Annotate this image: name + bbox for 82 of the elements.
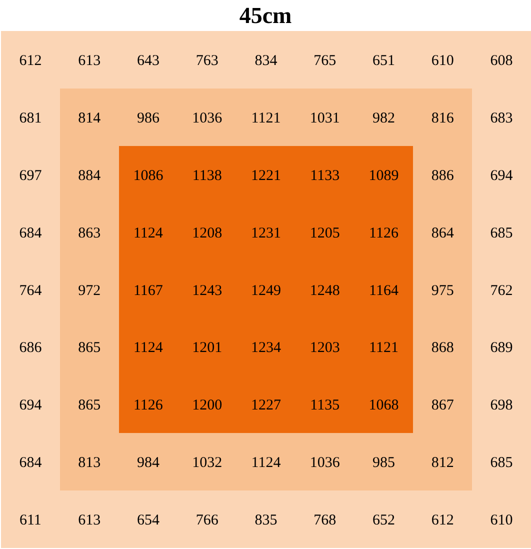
data-label: 984 bbox=[136, 455, 160, 472]
data-label: 812 bbox=[431, 455, 454, 472]
data-label: 867 bbox=[431, 398, 454, 414]
data-label: 1200 bbox=[192, 398, 222, 414]
data-label: 813 bbox=[78, 455, 101, 472]
data-label: 1124 bbox=[133, 340, 164, 356]
data-label: 1234 bbox=[251, 340, 282, 356]
data-label: 651 bbox=[372, 52, 396, 69]
data-label: 1227 bbox=[251, 398, 282, 414]
data-label: 1089 bbox=[368, 168, 399, 184]
data-label: 1126 bbox=[369, 225, 399, 242]
data-label: 652 bbox=[372, 512, 396, 529]
data-label: 1205 bbox=[310, 225, 340, 242]
data-label: 863 bbox=[78, 225, 101, 242]
data-label: 1243 bbox=[192, 282, 222, 299]
data-label: 1126 bbox=[133, 398, 164, 414]
data-label: 814 bbox=[78, 110, 102, 126]
data-label: 1032 bbox=[192, 455, 222, 472]
data-label: 1031 bbox=[310, 110, 340, 126]
data-label: 611 bbox=[19, 512, 42, 529]
data-label: 972 bbox=[78, 282, 101, 299]
data-label: 884 bbox=[78, 168, 102, 184]
data-label: 763 bbox=[196, 52, 218, 69]
data-label: 764 bbox=[19, 282, 42, 299]
data-label: 865 bbox=[78, 398, 101, 414]
data-label: 685 bbox=[490, 455, 513, 472]
data-label: 1231 bbox=[251, 225, 281, 242]
data-label: 1121 bbox=[251, 110, 281, 126]
data-label: 613 bbox=[78, 52, 101, 69]
data-label: 816 bbox=[431, 110, 454, 126]
data-label: 608 bbox=[490, 52, 513, 69]
data-label: 643 bbox=[136, 52, 160, 69]
data-label: 654 bbox=[136, 512, 160, 529]
data-label: 613 bbox=[78, 512, 101, 529]
data-label: 1124 bbox=[251, 455, 282, 472]
data-label: 610 bbox=[490, 512, 513, 529]
data-label: 689 bbox=[490, 340, 513, 356]
data-label: 1068 bbox=[368, 398, 399, 414]
data-label: 698 bbox=[490, 398, 513, 414]
data-label: 610 bbox=[431, 52, 454, 69]
data-label: 612 bbox=[19, 52, 42, 69]
data-label: 1036 bbox=[192, 110, 223, 126]
data-label: 762 bbox=[490, 282, 513, 299]
data-label: 683 bbox=[490, 110, 513, 126]
data-label: 684 bbox=[19, 455, 42, 472]
data-label: 697 bbox=[19, 168, 42, 184]
data-label: 1124 bbox=[133, 225, 164, 242]
data-label: 612 bbox=[431, 512, 454, 529]
data-label: 1248 bbox=[310, 282, 340, 299]
data-label: 834 bbox=[254, 52, 278, 69]
data-label: 765 bbox=[314, 52, 336, 69]
data-label: 985 bbox=[372, 455, 396, 472]
data-label: 982 bbox=[372, 110, 396, 126]
data-label: 1135 bbox=[310, 398, 340, 414]
data-label: 1208 bbox=[192, 225, 222, 242]
data-label: 768 bbox=[314, 512, 336, 529]
data-label: 1086 bbox=[133, 168, 164, 184]
data-label: 766 bbox=[196, 512, 219, 529]
data-label: 686 bbox=[19, 340, 42, 356]
data-label: 694 bbox=[19, 398, 42, 414]
data-label: 1036 bbox=[310, 455, 340, 472]
data-label: 1121 bbox=[369, 340, 399, 356]
data-label: 864 bbox=[431, 225, 454, 242]
data-label: 886 bbox=[431, 168, 454, 184]
data-label: 1133 bbox=[310, 168, 340, 184]
data-label: 1249 bbox=[251, 282, 281, 299]
data-label: 986 bbox=[136, 110, 160, 126]
data-label: 835 bbox=[254, 512, 278, 529]
data-label: 694 bbox=[490, 168, 514, 184]
data-label: 685 bbox=[490, 225, 513, 242]
data-label: 865 bbox=[78, 340, 101, 356]
data-label: 1167 bbox=[133, 282, 164, 299]
data-label: 1221 bbox=[251, 168, 281, 184]
data-label: 1138 bbox=[192, 168, 222, 184]
data-label: 1203 bbox=[310, 340, 340, 356]
data-label: 684 bbox=[19, 225, 42, 242]
data-label: 868 bbox=[431, 340, 454, 356]
data-label: 1164 bbox=[369, 282, 399, 299]
data-label: 1201 bbox=[192, 340, 222, 356]
data-label: 681 bbox=[19, 110, 42, 126]
data-label: 975 bbox=[431, 282, 454, 299]
chart-title: 45cm bbox=[239, 3, 292, 28]
